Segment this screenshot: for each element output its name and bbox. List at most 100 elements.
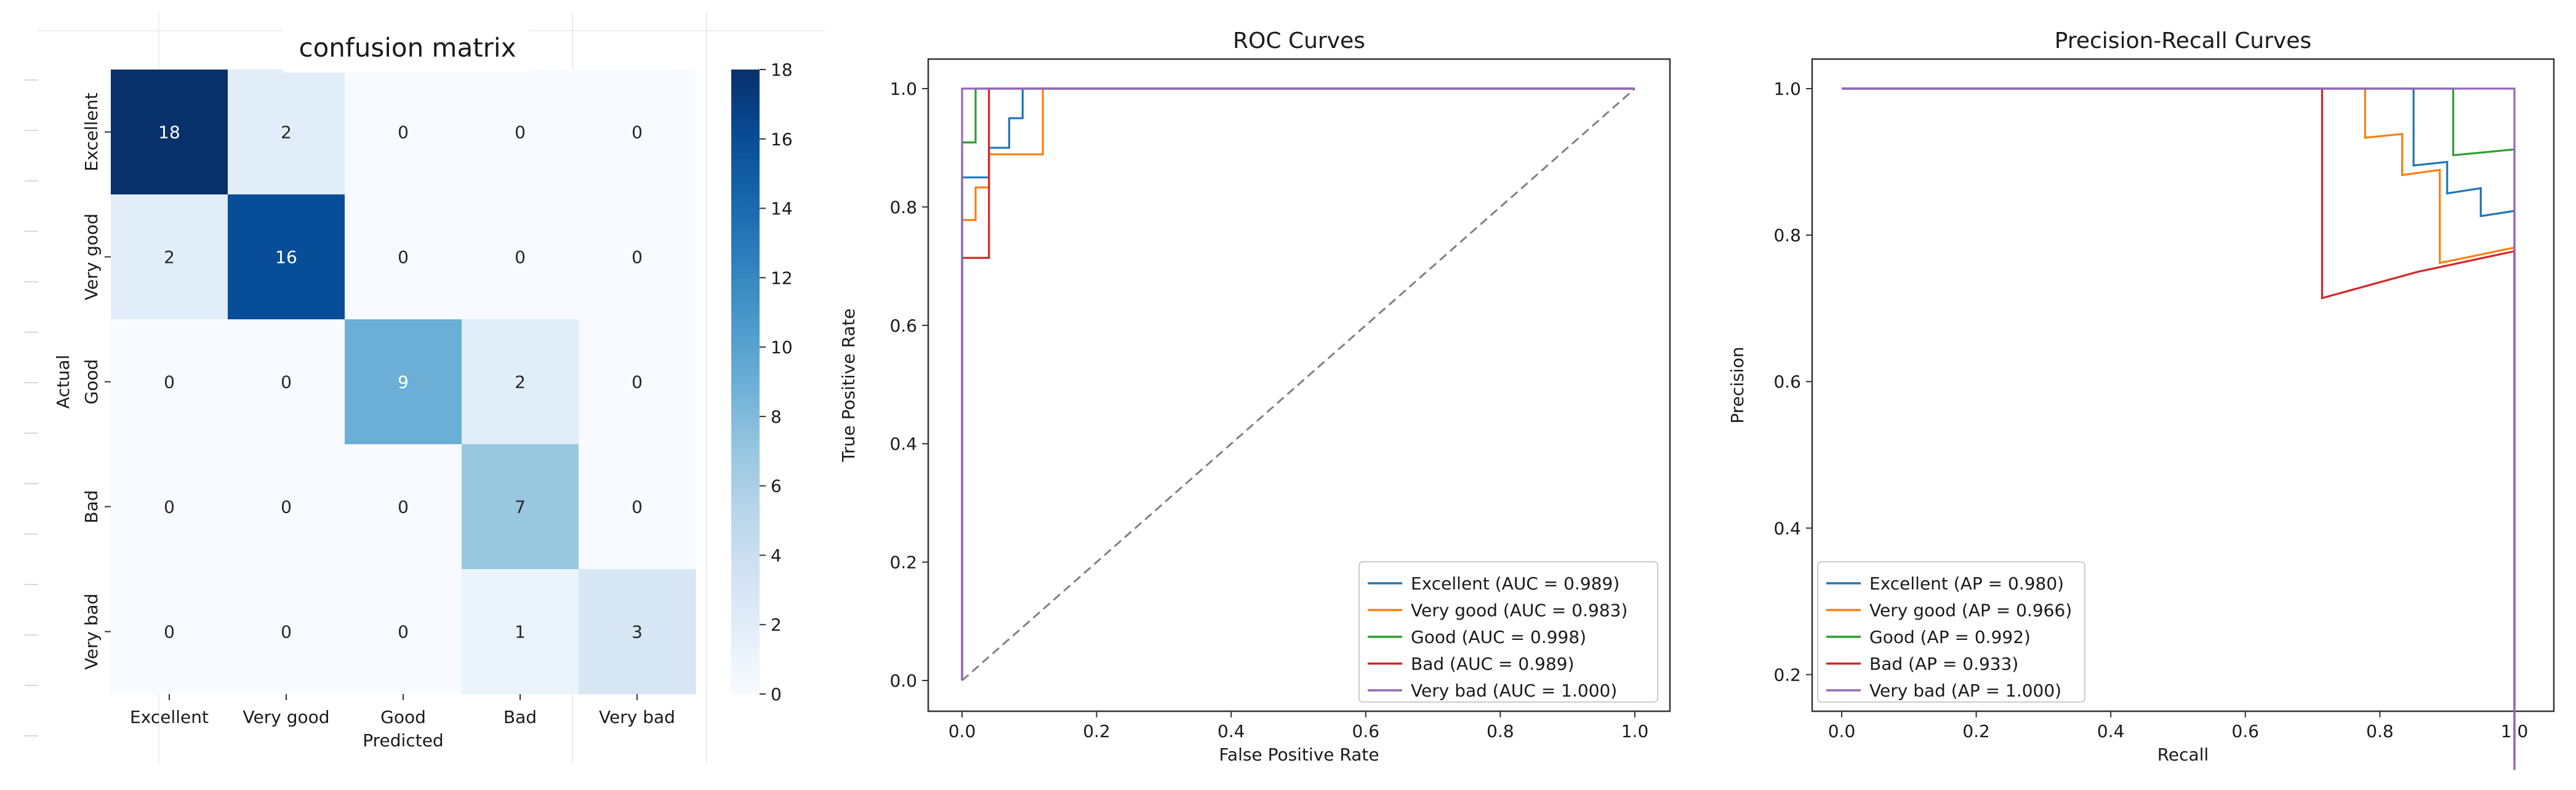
y-tick-label: 0.6	[889, 316, 917, 336]
legend-box	[1358, 561, 1658, 703]
cell-value: 0	[632, 122, 643, 143]
x-tick-label: 0.4	[1218, 721, 1245, 741]
heatmap-cell	[345, 569, 462, 695]
cell-value: 0	[281, 372, 292, 393]
cell-value: 0	[164, 622, 175, 642]
y-tick-label: Very bad	[81, 594, 102, 670]
colorbar	[731, 70, 760, 694]
cell-value: 0	[398, 622, 409, 642]
heatmap-cell	[111, 569, 228, 695]
cell-value: 0	[164, 497, 175, 517]
cell-value: 0	[632, 247, 643, 268]
cell-value: 16	[275, 247, 297, 268]
cell-value: 0	[515, 122, 526, 143]
colorbar-tick-label: 16	[771, 129, 793, 150]
colorbar-tick-label: 0	[771, 684, 782, 704]
legend-label: Bad (AP = 0.933)	[1869, 654, 2018, 674]
cell-value: 2	[281, 122, 292, 143]
legend-label: Good (AP = 0.992)	[1869, 627, 2031, 647]
legend-label: Very good (AP = 0.966)	[1869, 600, 2072, 621]
cell-value: 7	[515, 497, 526, 517]
roc-panel: ROC Curves 0.0 0.2 0.4 0.6 0.8 1.0 0.0 0.2 0.4 0.6…	[838, 28, 1671, 765]
x-tick-label: 0.6	[1352, 721, 1380, 741]
legend-label: Good (AUC = 0.998)	[1411, 627, 1586, 647]
colorbar-tick-label: 18	[771, 60, 793, 80]
colorbar-tick-label: 8	[771, 407, 782, 427]
heatmap-cell	[345, 444, 462, 570]
y-tick-label: 0.6	[1773, 372, 1801, 392]
x-tick-label: Bad	[504, 707, 537, 727]
chart-title: confusion matrix	[299, 33, 516, 63]
cell-value: 0	[632, 372, 643, 393]
heatmap-cell	[579, 569, 696, 695]
cell-value: 0	[281, 497, 292, 517]
x-tick-label: 0.0	[949, 721, 976, 741]
series-line	[1842, 87, 2516, 770]
x-tick-label: 0.8	[2366, 721, 2394, 741]
x-tick-label: 1.0	[1621, 721, 1649, 741]
heatmap-cell	[111, 70, 228, 195]
colorbar-tick-label: 4	[771, 545, 782, 565]
y-tick-label: 0.2	[1773, 664, 1801, 685]
legend-label: Very good (AUC = 0.983)	[1411, 600, 1627, 621]
cell-value: 0	[515, 247, 526, 268]
heatmap-cell	[462, 194, 579, 320]
y-tick-label: Good	[81, 359, 102, 405]
chart-title: Precision-Recall Curves	[2055, 28, 2311, 54]
heatmap-cell	[345, 194, 462, 320]
heatmap-cell	[111, 194, 228, 320]
y-tick-label: Excellent	[81, 93, 102, 172]
heatmap-cell	[462, 319, 579, 445]
x-tick-label: 0.4	[2097, 721, 2125, 741]
legend-label: Excellent (AUC = 0.989)	[1411, 573, 1619, 594]
legend-label: Excellent (AP = 0.980)	[1869, 573, 2064, 594]
x-tick-label: 0.2	[1083, 721, 1110, 741]
cell-value: 2	[515, 372, 526, 393]
y-tick-label: 0.4	[889, 434, 917, 454]
heatmap-cell	[111, 319, 228, 445]
cell-value: 1	[515, 622, 526, 642]
x-tick-label: 0.2	[1962, 721, 1990, 741]
x-tick-label: Very bad	[599, 707, 675, 727]
y-tick-label: Very good	[81, 213, 102, 300]
series-line	[961, 87, 1635, 680]
x-tick-label: 0.6	[2232, 721, 2260, 741]
legend-label: Very bad (AUC = 1.000)	[1411, 680, 1617, 701]
cell-value: 0	[398, 122, 409, 143]
heatmap-cell	[462, 569, 579, 695]
heatmap-cell	[228, 70, 345, 195]
x-tick-label: 0.8	[1487, 721, 1514, 741]
heatmap-cell	[228, 194, 345, 320]
y-axis-label: True Positive Rate	[838, 308, 859, 462]
y-tick-label: 0.2	[889, 553, 917, 573]
heatmap-cell	[462, 70, 579, 195]
y-tick-label: 0.0	[889, 671, 917, 691]
title-backing	[283, 25, 529, 73]
chart-title: ROC Curves	[1233, 28, 1365, 54]
heatmap-cell	[345, 319, 462, 445]
y-axis-label: Actual	[53, 355, 73, 409]
pr-panel: Precision-Recall Curves 0.0 0.2 0.4 0.6 0.8 1.…	[1727, 28, 2555, 770]
y-tick-label: 0.8	[1773, 225, 1801, 245]
heatmap-cell	[228, 319, 345, 445]
series-line	[961, 87, 1635, 680]
heatmap-cell	[228, 569, 345, 695]
cell-value: 0	[398, 497, 409, 517]
y-tick-label: 0.4	[1773, 518, 1801, 538]
confusion-matrix-panel: 18 2 0 0 0 2 16 0 0 0 0 0 9 2 0 0 0 0 7 0 0 0 0 1 3 Excellent Very…	[25, 12, 825, 763]
x-axis-label: Predicted	[363, 730, 443, 751]
cell-value: 0	[281, 622, 292, 642]
colorbar-tick-label: 12	[771, 268, 793, 288]
heatmap-cell	[579, 444, 696, 570]
colorbar-tick-label: 10	[771, 337, 793, 357]
legend-label: Bad (AUC = 0.989)	[1411, 654, 1575, 674]
x-tick-label: Good	[380, 707, 426, 727]
x-axis-label: False Positive Rate	[1219, 744, 1379, 765]
reference-diagonal-line	[961, 87, 1635, 682]
x-axis-label: Recall	[2157, 744, 2209, 765]
legend-label: Very bad (AP = 1.000)	[1869, 680, 2061, 701]
colorbar-tick-label: 2	[771, 615, 782, 635]
x-tick-label: 0.0	[1828, 721, 1856, 741]
y-tick-label: 1.0	[889, 79, 917, 99]
